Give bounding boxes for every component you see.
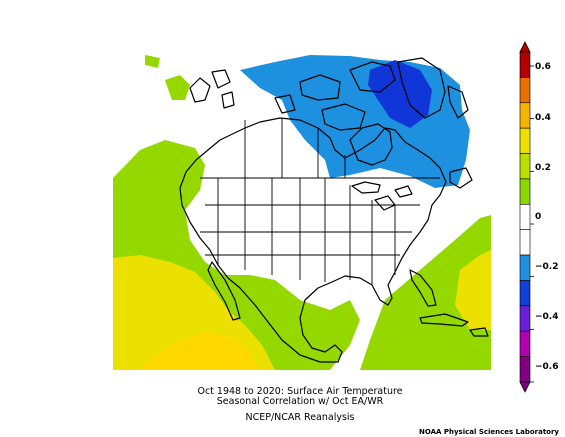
negative-region-strong [368,60,432,128]
colorbar-label-0.6: 0.6 [535,62,551,72]
colorbar-band-3 [519,127,531,154]
colorbar-bottom-arrow [519,381,531,393]
colorbar-label-0.2: 0.2 [535,163,551,173]
credit-text: NOAA Physical Sciences Laboratory [418,428,559,436]
colorbar-band-4 [519,153,531,180]
map-title-line2: Seasonal Correlation w/ Oct EA/WR [216,396,384,407]
colorbar-label-0.4: 0.4 [535,113,551,123]
colorbar-band-8 [519,254,531,281]
colorbar [519,41,534,393]
colorbar-band-7 [519,229,531,256]
colorbar-top-arrow [519,41,531,53]
colorbar-band-10 [519,305,531,332]
colorbar-label-neg0.2: −0.2 [535,262,559,272]
colorbar-band-2 [519,102,531,129]
colorbar-band-1 [519,77,531,104]
colorbar-band-6 [519,204,531,230]
colorbar-band-5 [519,178,531,205]
colorbar-label-neg0.6: −0.6 [535,362,559,372]
map-title-line1: Oct 1948 to 2020: Surface Air Temperatur… [197,386,403,397]
political-borders [200,118,440,285]
coastline-outlines [179,57,489,363]
colorbar-label-0: 0 [535,212,542,222]
colorbar-band-11 [519,330,531,357]
colorbar-band-0 [519,51,531,78]
positive-region-alaska-coast [145,55,160,68]
positive-region-pacific-nw [165,75,190,100]
colorbar-band-9 [519,280,531,307]
positive-region-atlantic [360,215,491,370]
colorbar-label-neg0.4: −0.4 [535,312,559,322]
colorbar-band-12 [519,356,531,383]
map-title-line3: NCEP/NCAR Reanalysis [245,412,355,423]
yellow-region-east [455,250,491,330]
strong-yellow-region [140,332,260,370]
